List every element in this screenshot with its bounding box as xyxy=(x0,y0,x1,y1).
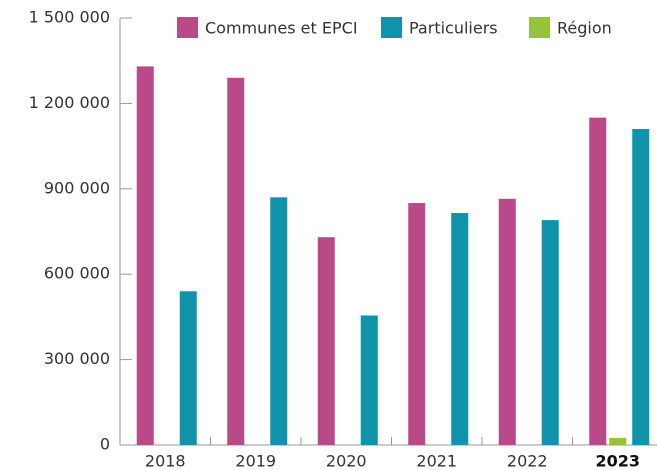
bar xyxy=(498,198,516,445)
bar xyxy=(360,315,378,445)
y-tick-label: 1 500 000 xyxy=(29,8,110,27)
bar xyxy=(270,197,288,445)
legend-label: Particuliers xyxy=(409,19,498,38)
y-tick-label: 600 000 xyxy=(44,264,110,283)
bar xyxy=(451,212,469,445)
bar xyxy=(589,117,607,445)
bar xyxy=(179,291,197,445)
bar xyxy=(408,203,426,445)
x-tick-label: 2021 xyxy=(416,452,457,470)
x-tick-label: 2020 xyxy=(326,452,367,470)
legend-swatch xyxy=(381,17,402,38)
legend-swatch xyxy=(177,17,198,38)
bar xyxy=(136,66,154,445)
bar xyxy=(227,77,245,445)
x-tick-label: 2022 xyxy=(507,452,548,470)
legend-label: Communes et EPCI xyxy=(205,19,358,38)
legend-swatch xyxy=(529,17,550,38)
bar xyxy=(632,129,650,445)
x-tick-label: 2018 xyxy=(145,452,186,470)
bar xyxy=(609,437,627,445)
bar xyxy=(541,220,559,445)
y-tick-label: 0 xyxy=(100,435,110,454)
bar xyxy=(317,237,335,445)
x-tick-label: 2023 xyxy=(595,452,640,470)
y-tick-label: 300 000 xyxy=(44,349,110,368)
y-tick-label: 900 000 xyxy=(44,178,110,197)
legend-label: Région xyxy=(557,19,612,38)
y-tick-label: 1 200 000 xyxy=(29,93,110,112)
x-tick-label: 2019 xyxy=(235,452,276,470)
